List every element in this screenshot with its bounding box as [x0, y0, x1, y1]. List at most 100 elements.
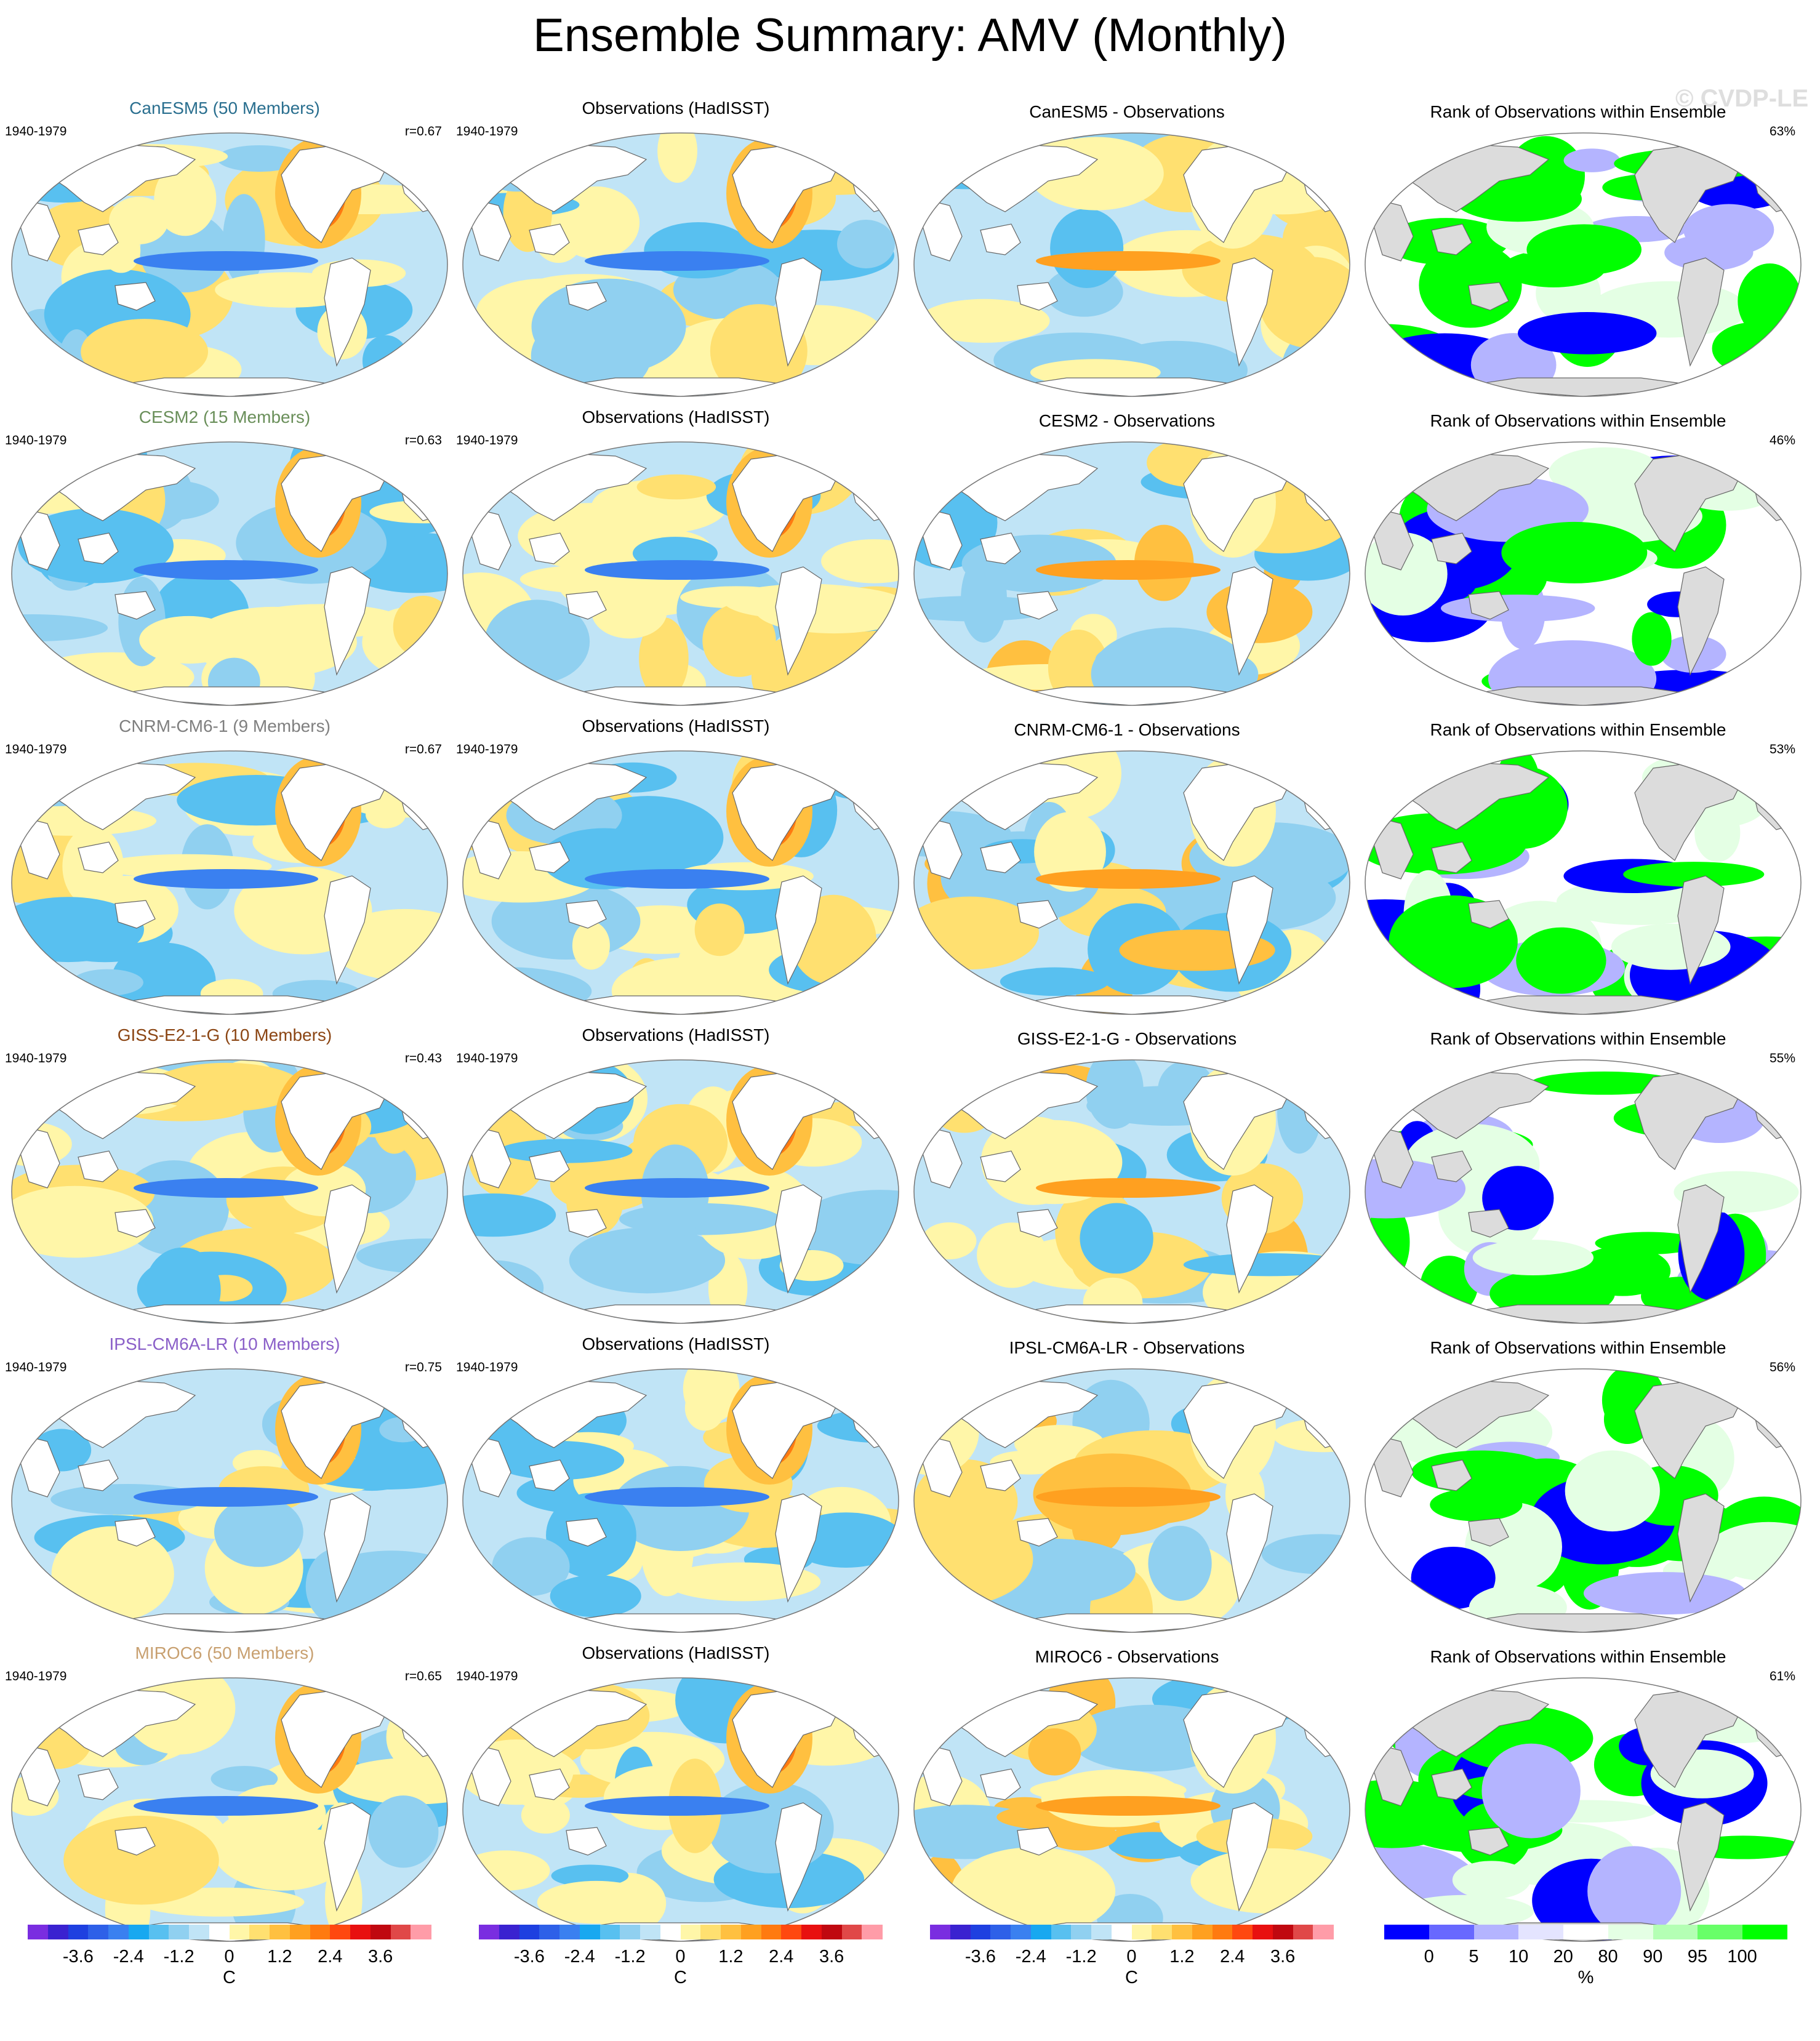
colorbar-tick-label: 100: [1727, 1947, 1757, 1967]
colorbar-cell: [330, 1925, 351, 1939]
colorbar-tick-label: -3.6: [62, 1947, 94, 1967]
colorbar-cell: [721, 1925, 742, 1939]
obs-panel: Observations (HadISST) 1940-1979: [451, 1025, 900, 1333]
colorbar-cell: [28, 1925, 49, 1939]
colorbar-cell: [1172, 1925, 1193, 1939]
model-map: [11, 1677, 448, 1942]
colorbar-cell: [559, 1925, 580, 1939]
diff-map: [913, 132, 1350, 397]
colorbar-cell: [1563, 1925, 1609, 1939]
colorbar-cell: [1653, 1925, 1698, 1939]
colorbar-cell: [479, 1925, 500, 1939]
period-label: 1940-1979: [456, 1051, 518, 1065]
colorbar-tick-label: 90: [1643, 1947, 1663, 1967]
obs-map: [462, 750, 899, 1015]
colorbar-tick-label: 3.6: [367, 1947, 393, 1967]
model-map: [11, 1059, 448, 1324]
colorbar-cell: [950, 1925, 971, 1939]
colorbar-cell: [350, 1925, 371, 1939]
colorbar-cell: [1698, 1925, 1743, 1939]
colorbar-cell: [1030, 1925, 1051, 1939]
rank-panel: Rank of Observations within Ensemble 56%: [1353, 1334, 1803, 1642]
colorbar-cell: [108, 1925, 129, 1939]
colorbar-tick-label: 1.2: [267, 1947, 292, 1967]
model-panel: GISS-E2-1-G (10 Members) 1940-1979 r=0.43: [0, 1025, 449, 1333]
colorbar-cell: [390, 1925, 411, 1939]
colorbar-cell: [1473, 1925, 1519, 1939]
obs-map: [462, 1677, 899, 1942]
panel-title: GISS-E2-1-G (10 Members): [117, 1025, 332, 1045]
panel-title: Rank of Observations within Ensemble: [1430, 720, 1726, 739]
colorbar-cell: [148, 1925, 169, 1939]
panel-title: IPSL-CM6A-LR (10 Members): [109, 1334, 340, 1353]
colorbar-cell: [88, 1925, 109, 1939]
obs-map: [462, 1059, 899, 1324]
obs-panel: Observations (HadISST) 1940-1979: [451, 716, 900, 1024]
panel-title: MIROC6 - Observations: [1035, 1647, 1219, 1666]
panel-title: Observations (HadISST): [582, 1334, 770, 1353]
colorbar-tick-label: -1.2: [614, 1947, 646, 1967]
correlation-label: r=0.63: [404, 433, 442, 447]
model-panel: CESM2 (15 Members) 1940-1979 r=0.63: [0, 407, 449, 715]
colorbar-tick-label: 5: [1469, 1947, 1479, 1967]
colorbar-unit-label: %: [1577, 1968, 1594, 1987]
colorbar-tick-label: -2.4: [113, 1947, 144, 1967]
obs-panel: Observations (HadISST) 1940-1979: [451, 98, 900, 406]
obs-map: [462, 132, 899, 397]
colorbar-cell: [801, 1925, 822, 1939]
obs-map: [462, 1368, 899, 1633]
colorbar-cell: [1071, 1925, 1092, 1939]
diff-panel: CanESM5 - Observations: [902, 98, 1352, 406]
colorbar-cell: [1192, 1925, 1213, 1939]
panel-title: CanESM5 (50 Members): [129, 98, 320, 118]
colorbar-cell: [1313, 1925, 1334, 1939]
rank-percent: 56%: [1769, 1360, 1795, 1374]
panel-title: CESM2 - Observations: [1038, 411, 1216, 430]
model-panel: CanESM5 (50 Members) 1940-1979 r=0.67: [0, 98, 449, 406]
colorbar-cell: [579, 1925, 600, 1939]
colorbar-cell: [1011, 1925, 1032, 1939]
rank-map: [1365, 750, 1802, 1015]
correlation-label: r=0.67: [404, 124, 442, 138]
panel-title: Observations (HadISST): [582, 716, 770, 736]
colorbar-cell: [1742, 1925, 1788, 1939]
colorbar-tick-label: -1.2: [163, 1947, 194, 1967]
colorbar-tick-label: 3.6: [819, 1947, 844, 1967]
panel-title: GISS-E2-1-G - Observations: [1017, 1029, 1237, 1048]
period-label: 1940-1979: [456, 124, 518, 138]
colorbar-tick-label: 0: [675, 1947, 686, 1967]
colorbar-cell: [270, 1925, 291, 1939]
model-panel: IPSL-CM6A-LR (10 Members) 1940-1979 r=0.75: [0, 1334, 449, 1642]
correlation-label: r=0.75: [404, 1360, 442, 1374]
colorbar-cell: [930, 1925, 951, 1939]
model-panel: MIROC6 (50 Members) 1940-1979 r=0.65: [0, 1643, 449, 1951]
colorbar-tick-label: 20: [1553, 1947, 1573, 1967]
colorbar-tick-label: 95: [1687, 1947, 1708, 1967]
colorbar-cell: [47, 1925, 68, 1939]
colorbar-cell: [209, 1925, 230, 1939]
colorbar-cell: [1051, 1925, 1072, 1939]
period-label: 1940-1979: [456, 1669, 518, 1683]
colorbar-cell: [660, 1925, 681, 1939]
obs-map: [462, 441, 899, 706]
model-map: [11, 441, 448, 706]
colorbar-cell: [1518, 1925, 1564, 1939]
period-label: 1940-1979: [5, 124, 67, 138]
colorbar-cell: [680, 1925, 701, 1939]
correlation-label: r=0.65: [404, 1669, 442, 1683]
rank-map: [1365, 1059, 1802, 1324]
colorbar-tick-label: -1.2: [1065, 1947, 1097, 1967]
period-label: 1940-1979: [5, 433, 67, 447]
diff-map: [913, 1059, 1350, 1324]
colorbar-cell: [862, 1925, 883, 1939]
colorbar-tick-label: -2.4: [1015, 1947, 1046, 1967]
colorbar-tick-label: 2.4: [318, 1947, 343, 1967]
colorbar-cell: [1111, 1925, 1132, 1939]
correlation-label: r=0.67: [404, 742, 442, 756]
colorbar-tick-label: -2.4: [564, 1947, 595, 1967]
rank-percent: 61%: [1769, 1669, 1795, 1683]
colorbar-cell: [189, 1925, 210, 1939]
colorbar-cell: [1293, 1925, 1313, 1939]
colorbar-cell: [1608, 1925, 1654, 1939]
watermark: © CVDP-LE: [1675, 85, 1809, 112]
